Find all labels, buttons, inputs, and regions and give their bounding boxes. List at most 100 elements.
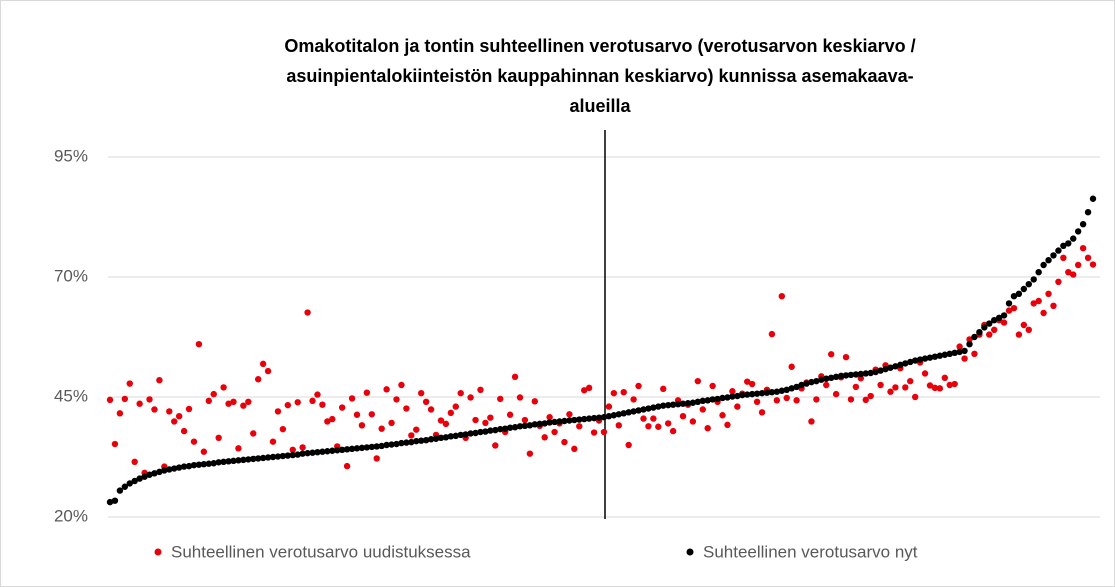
data-point — [521, 422, 529, 429]
data-point — [1050, 302, 1057, 309]
data-point — [146, 396, 153, 403]
data-point — [655, 423, 662, 430]
data-point — [571, 416, 578, 424]
data-point — [902, 384, 909, 391]
data-point — [388, 419, 395, 427]
data-point — [482, 428, 489, 435]
data-point — [926, 382, 934, 389]
data-point — [739, 391, 746, 399]
data-point — [823, 381, 830, 389]
data-point — [813, 396, 820, 403]
data-point — [106, 396, 114, 404]
data-point — [837, 372, 845, 380]
data-point — [798, 381, 805, 389]
data-point — [398, 381, 405, 389]
data-point — [492, 426, 499, 434]
data-point — [472, 416, 479, 424]
data-point — [200, 448, 208, 455]
data-point — [126, 380, 133, 387]
data-point — [729, 388, 736, 395]
data-point — [669, 401, 677, 408]
data-point — [294, 399, 301, 406]
data-point — [195, 461, 203, 468]
data-point — [289, 451, 296, 459]
data-point — [986, 331, 993, 338]
data-point — [620, 410, 627, 417]
data-point — [442, 420, 450, 428]
data-point — [684, 400, 692, 407]
data-point — [175, 413, 183, 420]
data-point — [907, 377, 914, 385]
data-point — [966, 341, 973, 348]
data-point — [447, 433, 455, 440]
data-point — [190, 461, 198, 469]
data-point — [215, 459, 222, 466]
data-point — [131, 458, 138, 465]
data-point — [309, 397, 316, 405]
data-point — [250, 455, 257, 463]
data-point — [991, 326, 998, 333]
data-point — [146, 471, 153, 478]
data-point — [556, 418, 563, 425]
data-point — [511, 373, 519, 381]
data-point — [966, 336, 973, 343]
data-point — [605, 413, 613, 420]
data-point — [961, 347, 968, 355]
data-point — [501, 425, 509, 432]
data-point — [180, 427, 188, 435]
data-point — [1084, 254, 1092, 261]
data-point — [368, 411, 376, 418]
data-point — [314, 449, 321, 456]
data-point — [669, 427, 677, 435]
data-point — [457, 389, 464, 397]
data-point — [418, 437, 425, 444]
data-point — [136, 475, 143, 482]
data-point — [709, 396, 716, 403]
data-point — [284, 452, 292, 459]
data-point — [1060, 242, 1067, 249]
data-point — [571, 445, 578, 453]
data-point — [660, 402, 667, 409]
data-point — [768, 330, 776, 338]
data-point — [1010, 305, 1018, 312]
data-point — [758, 389, 766, 397]
data-point — [215, 434, 222, 441]
data-point — [497, 425, 504, 433]
data-point — [911, 357, 919, 364]
data-point — [319, 448, 326, 455]
data-point — [832, 390, 840, 398]
data-point — [151, 470, 158, 477]
data-point — [1055, 278, 1062, 285]
data-point — [235, 445, 242, 452]
data-point — [946, 350, 953, 357]
data-point — [254, 376, 262, 383]
data-point — [852, 383, 860, 391]
data-point — [976, 329, 983, 336]
data-point — [931, 353, 939, 360]
data-point — [442, 434, 450, 441]
data-point — [393, 396, 400, 403]
data-point — [803, 380, 810, 387]
data-point — [220, 384, 227, 391]
data-point — [541, 420, 548, 427]
data-point — [640, 415, 647, 422]
data-point — [492, 442, 499, 449]
data-point — [704, 397, 711, 404]
data-point — [121, 483, 129, 490]
data-point — [887, 388, 894, 395]
data-point — [338, 446, 346, 453]
data-point — [185, 405, 193, 413]
data-point — [329, 447, 336, 454]
data-point — [847, 396, 855, 403]
data-point — [719, 394, 726, 402]
data-point — [1030, 276, 1037, 283]
data-point — [640, 406, 647, 413]
data-point — [1020, 285, 1028, 293]
data-point — [506, 424, 514, 431]
data-point — [734, 392, 741, 400]
data-point — [230, 457, 237, 465]
data-point — [758, 409, 766, 416]
data-point — [487, 414, 494, 421]
data-point — [378, 442, 385, 450]
